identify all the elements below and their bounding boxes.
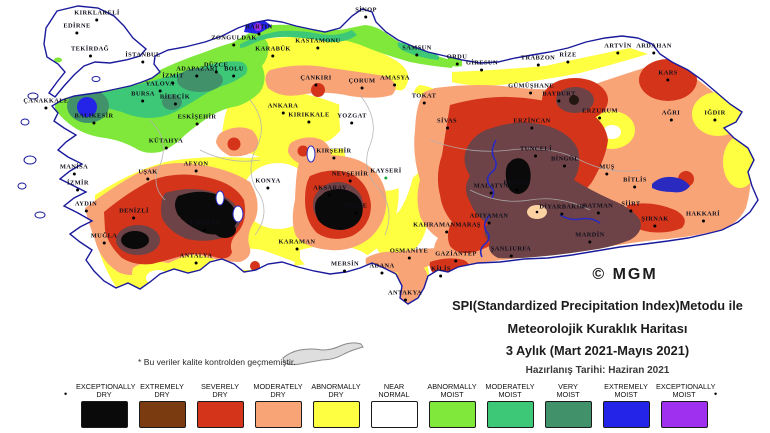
map-prepared-date: Hazırlanış Tarihi: Haziran 2021	[525, 365, 670, 376]
legend-label: NEAR NORMAL	[378, 382, 410, 399]
map-title-line2: Meteorolojik Kuraklık Haritası	[507, 321, 688, 336]
region-exceptionally-moist	[254, 23, 262, 31]
cyprus-outline	[282, 342, 364, 366]
footnote: * Bu veriler kalite kontrolden geçmemişt…	[138, 357, 296, 367]
legend-label: SEVERELY DRY	[201, 382, 239, 399]
legend-swatch	[602, 401, 650, 428]
legend-swatch	[544, 401, 592, 428]
legend-bullet-right: •	[714, 389, 718, 399]
legend-label: ABNORMALLY MOIST	[427, 382, 477, 399]
legend-item-exceptionally-moist: EXCEPTIONALLY MOIST	[656, 382, 716, 428]
legend-swatch	[370, 401, 418, 428]
legend-label: ABNORMALLY DRY	[311, 382, 361, 399]
map-title-line1: SPI(Standardized Precipitation Index)Met…	[452, 298, 743, 313]
legend-item-extremely-moist: EXTREMELY MOIST	[598, 383, 654, 428]
legend-swatch	[660, 401, 708, 428]
legend: EXCEPTIONALLY DRY EXTREMELY DRY SEVERELY DRY M…	[76, 382, 716, 428]
legend-swatch	[80, 401, 128, 428]
copyright-mgm: © MGM	[592, 266, 658, 283]
legend-item-very-moist: VERY MOIST	[540, 383, 596, 428]
turkey-map	[17, 5, 759, 366]
thrace-coastline	[43, 5, 147, 98]
legend-swatch	[312, 401, 360, 428]
province-borders	[149, 94, 641, 236]
legend-swatch	[254, 401, 302, 428]
legend-label: EXTREMELY DRY	[140, 382, 184, 399]
legend-item-extremely-dry: EXTREMELY DRY	[134, 383, 190, 428]
legend-label: VERY MOIST	[556, 382, 580, 399]
legend-swatch	[196, 401, 244, 428]
map-title-line3: 3 Aylık (Mart 2021-Mayıs 2021)	[505, 343, 690, 358]
anatolia-coastline	[50, 8, 759, 305]
aegean-islands	[17, 76, 101, 219]
legend-label: MODERATELY MOIST	[485, 382, 535, 399]
rivers	[479, 139, 601, 258]
legend-label: EXCEPTIONALLY DRY	[76, 382, 136, 399]
thrace-landmass	[44, 6, 146, 97]
small-lakes	[215, 145, 316, 223]
legend-swatch	[138, 401, 186, 428]
lake-van	[652, 176, 690, 193]
legend-label: EXTREMELY MOIST	[604, 382, 648, 399]
legend-item-near-normal: NEAR NORMAL	[366, 383, 422, 428]
legend-swatch	[486, 401, 534, 428]
legend-label: EXCEPTIONALLY MOIST	[656, 382, 716, 399]
legend-label: MODERATELY DRY	[253, 382, 303, 399]
legend-swatch	[428, 401, 476, 428]
legend-bullet-left: •	[64, 389, 68, 399]
legend-item-severely-dry: SEVERELY DRY	[192, 383, 248, 428]
legend-item-exceptionally-dry: EXCEPTIONALLY DRY	[76, 382, 136, 428]
legend-item-abnormally-moist: ABNORMALLY MOIST	[424, 383, 480, 428]
legend-item-moderately-moist: MODERATELY MOIST	[482, 383, 538, 428]
legend-item-abnormally-dry: ABNORMALLY DRY	[308, 383, 364, 428]
legend-item-moderately-dry: MODERATELY DRY	[250, 383, 306, 428]
